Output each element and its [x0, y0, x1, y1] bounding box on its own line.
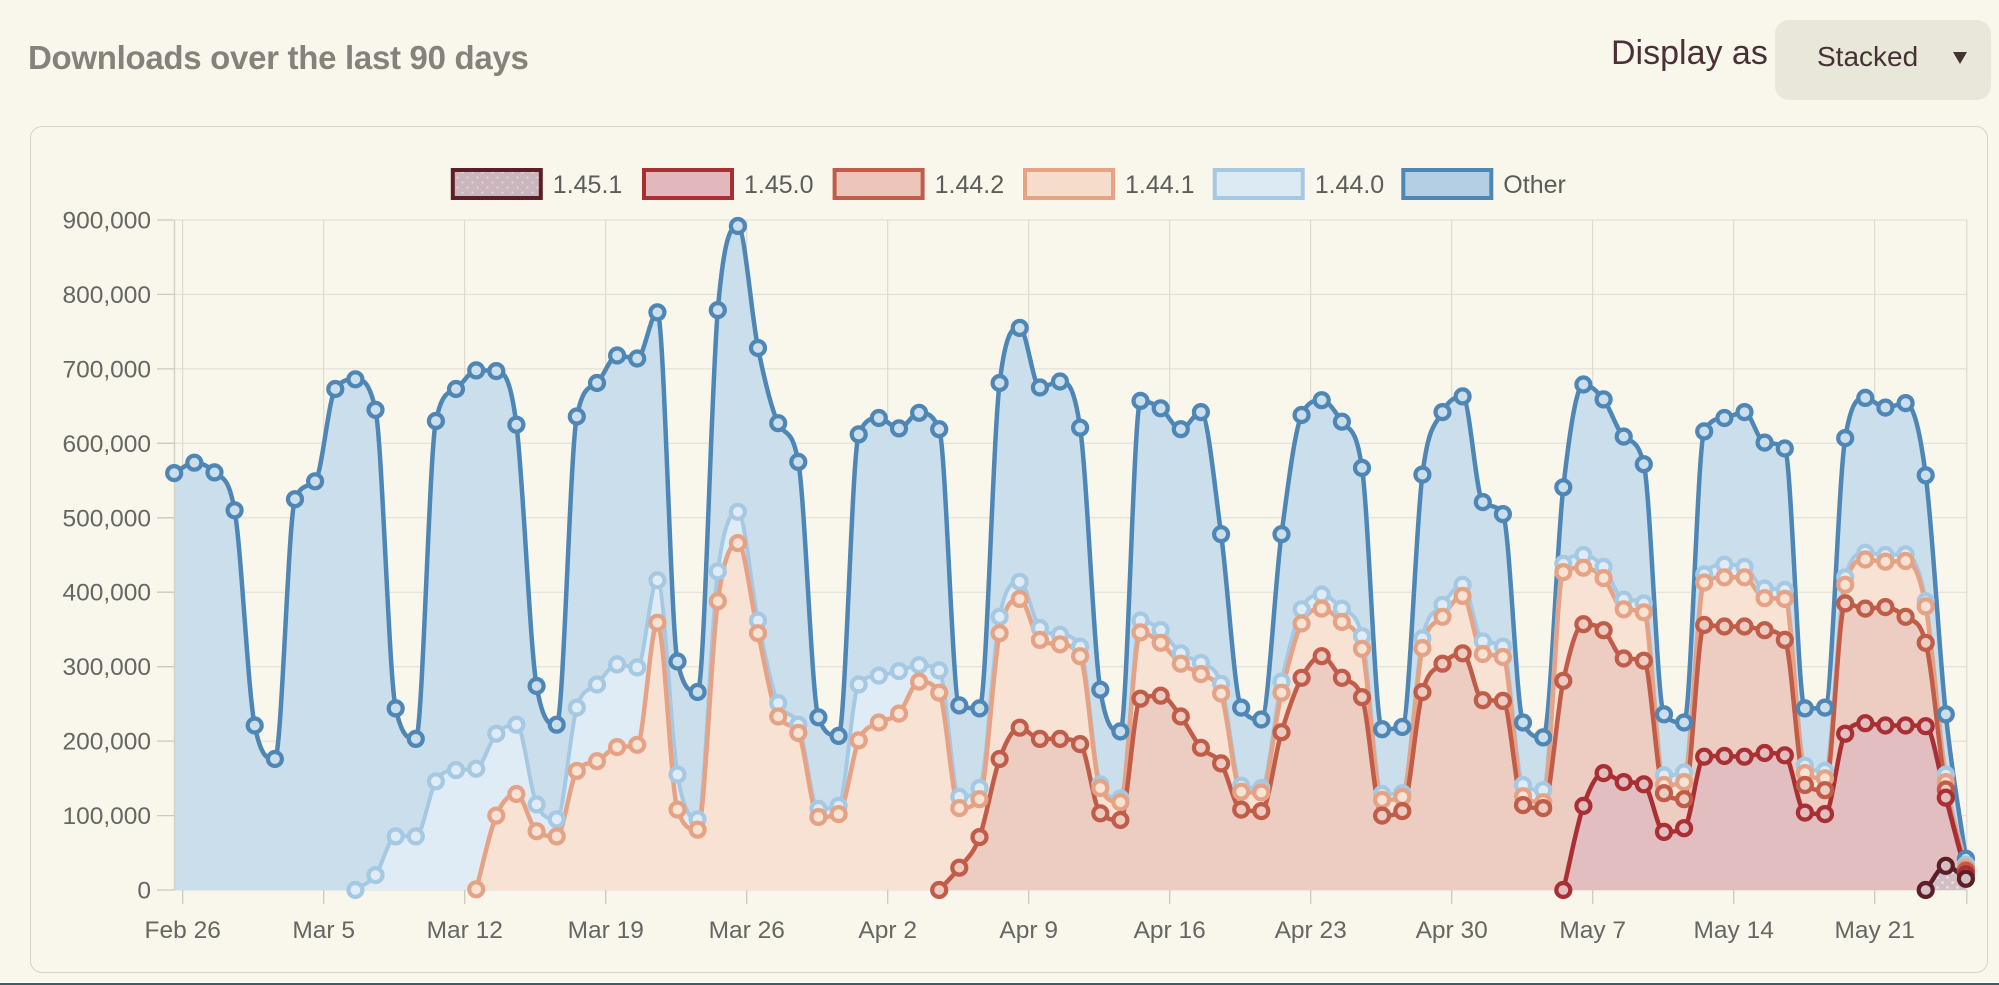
svg-text:May 14: May 14 [1694, 917, 1774, 944]
svg-text:800,000: 800,000 [62, 282, 151, 309]
svg-text:Mar 12: Mar 12 [427, 917, 503, 944]
svg-text:200,000: 200,000 [62, 729, 151, 756]
svg-text:Feb 26: Feb 26 [145, 917, 221, 944]
svg-text:1.45.1: 1.45.1 [553, 171, 623, 199]
svg-text:Apr 30: Apr 30 [1416, 917, 1488, 944]
svg-text:Apr 9: Apr 9 [999, 917, 1058, 944]
svg-text:900,000: 900,000 [62, 208, 151, 235]
svg-text:1.44.0: 1.44.0 [1315, 171, 1385, 199]
svg-text:Apr 16: Apr 16 [1134, 917, 1206, 944]
svg-text:Mar 5: Mar 5 [292, 917, 355, 944]
svg-text:600,000: 600,000 [62, 431, 151, 458]
svg-text:Mar 26: Mar 26 [709, 917, 785, 944]
svg-text:Mar 19: Mar 19 [568, 917, 644, 944]
svg-text:300,000: 300,000 [62, 654, 151, 681]
svg-text:700,000: 700,000 [62, 356, 151, 383]
svg-text:0: 0 [137, 878, 151, 905]
svg-text:Apr 23: Apr 23 [1275, 917, 1347, 944]
svg-text:1.44.1: 1.44.1 [1125, 171, 1195, 199]
svg-text:1.44.2: 1.44.2 [935, 171, 1005, 199]
svg-text:Apr 2: Apr 2 [858, 917, 917, 944]
svg-text:400,000: 400,000 [62, 580, 151, 607]
svg-text:May 21: May 21 [1835, 917, 1915, 944]
svg-text:100,000: 100,000 [62, 803, 151, 830]
svg-text:May 7: May 7 [1559, 917, 1626, 944]
svg-text:1.45.0: 1.45.0 [744, 171, 814, 199]
svg-text:Other: Other [1503, 171, 1566, 199]
svg-text:500,000: 500,000 [62, 505, 151, 532]
